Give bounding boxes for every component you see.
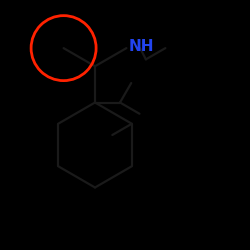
Text: NH: NH: [129, 39, 154, 54]
